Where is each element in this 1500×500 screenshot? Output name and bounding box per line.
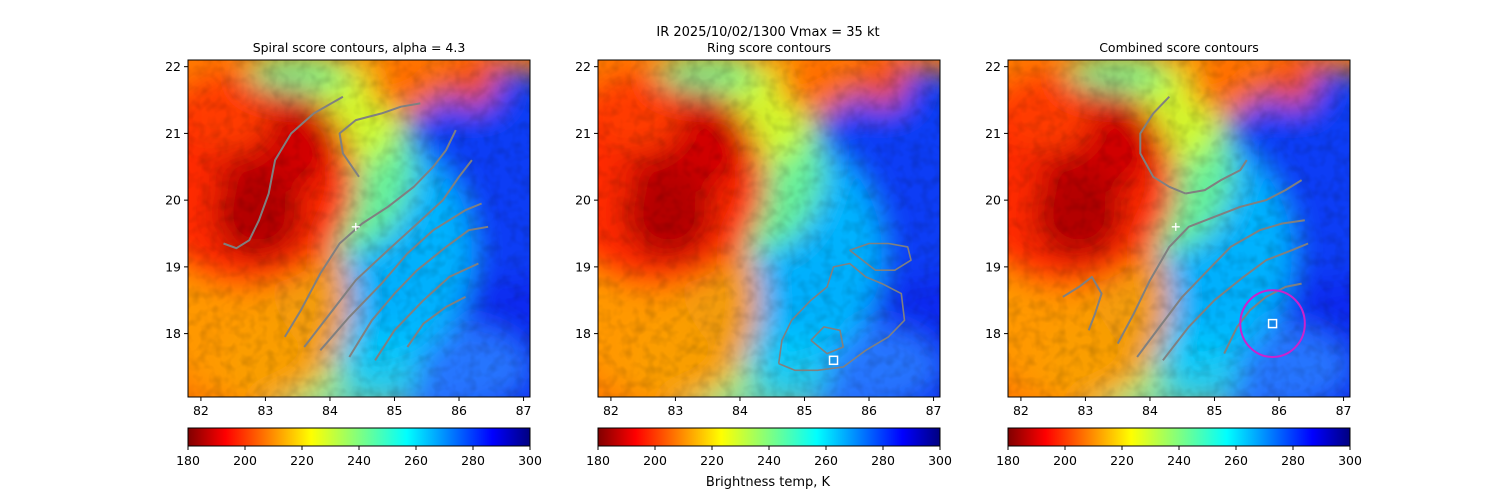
x-tick-label: 83 — [667, 403, 683, 418]
contour-line — [319, 202, 482, 351]
y-tick-label: 21 — [985, 126, 1001, 141]
x-tick-label: 87 — [926, 403, 942, 418]
colorbar-tick-label: 220 — [290, 453, 314, 468]
colorbar-tick-label: 180 — [176, 453, 200, 468]
colorbar-tick-label: 240 — [1167, 453, 1191, 468]
contour-line — [1062, 275, 1103, 331]
panel-combined: Combined score contours 82 83 84 85 86 87 18 19 2… — [985, 40, 1362, 468]
colorbar-tick-label: 200 — [643, 453, 667, 468]
contour-line — [1185, 159, 1248, 195]
ir-image-spiral — [188, 60, 530, 397]
x-tick-label: 85 — [797, 403, 813, 418]
x-tick-label: 82 — [193, 403, 209, 418]
y-tick-label: 22 — [165, 59, 181, 74]
contour-line — [223, 95, 344, 250]
colorbar-combined: 180 200 220 240 260 280 300 — [996, 427, 1362, 468]
contour-line — [374, 262, 479, 361]
ring-circle — [1239, 289, 1306, 358]
y-tick-label: 20 — [575, 193, 591, 208]
contour-line — [1162, 242, 1309, 361]
colorbar-tick-label: 200 — [1053, 453, 1077, 468]
y-tick-label: 22 — [575, 59, 591, 74]
contour-line — [1116, 179, 1303, 345]
colorbar-gradient — [597, 427, 941, 447]
suptitle: IR 2025/10/02/1300 Vmax = 35 kt — [656, 25, 879, 40]
y-tick-label: 18 — [165, 326, 181, 341]
colorbar-tick-label: 180 — [996, 453, 1020, 468]
y-tick-label: 19 — [165, 259, 181, 274]
colorbar-tick-label: 300 — [928, 453, 952, 468]
colorbar-gradient — [1007, 427, 1351, 447]
contour-line — [1139, 96, 1186, 195]
panel-title-combined: Combined score contours — [1099, 40, 1259, 55]
fix-marker — [828, 355, 839, 366]
y-tick-label: 22 — [985, 59, 1001, 74]
x-tick-label: 84 — [732, 403, 748, 418]
panel-title-spiral: Spiral score contours, alpha = 4.3 — [253, 40, 466, 55]
colorbar-tick-label: 280 — [1281, 453, 1305, 468]
colorbar-tick-label: 240 — [347, 453, 371, 468]
y-tick-label: 18 — [985, 326, 1001, 341]
colorbar-tick-label: 220 — [700, 453, 724, 468]
contour-line — [283, 129, 457, 338]
x-tick-label: 85 — [387, 403, 403, 418]
colorbar-tick-label: 300 — [1338, 453, 1362, 468]
colorbar-tick-label: 300 — [518, 453, 542, 468]
contour-line — [810, 326, 844, 355]
colorbar-tick-label: 280 — [461, 453, 485, 468]
colorbar-tick-label: 260 — [814, 453, 838, 468]
axes-frame — [597, 59, 941, 398]
colorbar-gradient — [187, 427, 531, 447]
contour-line — [338, 102, 421, 178]
contour-line — [348, 225, 489, 358]
center-marker — [351, 222, 360, 231]
x-tick-label: 84 — [1142, 403, 1158, 418]
x-tick-label: 86 — [1271, 403, 1287, 418]
colorbar-spiral: 180 200 220 240 260 280 300 — [176, 427, 542, 468]
colorbar-tick-label: 260 — [1224, 453, 1248, 468]
x-tick-label: 83 — [1077, 403, 1093, 418]
colorbar-tick-label: 280 — [871, 453, 895, 468]
axes-frame — [187, 59, 531, 398]
x-tick-label: 87 — [1336, 403, 1352, 418]
colorbar-label: Brightness temp, K — [706, 475, 831, 490]
ir-image-ring — [598, 60, 940, 397]
colorbar-tick-label: 260 — [404, 453, 428, 468]
y-tick-label: 19 — [985, 259, 1001, 274]
x-tick-label: 84 — [322, 403, 338, 418]
colorbar-tick-label: 180 — [586, 453, 610, 468]
contour-line — [1223, 282, 1302, 355]
x-tick-label: 82 — [1013, 403, 1029, 418]
y-tick-label: 21 — [575, 126, 591, 141]
y-tick-label: 20 — [985, 193, 1001, 208]
contour-line — [849, 242, 912, 271]
contour-line — [303, 159, 473, 348]
axes-frame — [1007, 59, 1351, 398]
y-tick-label: 18 — [575, 326, 591, 341]
x-tick-label: 82 — [603, 403, 619, 418]
x-tick-label: 86 — [451, 403, 467, 418]
colorbar-tick-label: 200 — [233, 453, 257, 468]
fix-marker — [1267, 318, 1278, 329]
panel-spiral: Spiral score contours, alpha = 4.3 82 83 84… — [165, 40, 542, 468]
x-tick-label: 86 — [861, 403, 877, 418]
y-tick-label: 21 — [165, 126, 181, 141]
center-marker — [1171, 222, 1180, 231]
colorbar-tick-label: 220 — [1110, 453, 1134, 468]
colorbar-ring: 180 200 220 240 260 280 300 — [586, 427, 952, 468]
contour-line — [777, 262, 906, 372]
panel-ring: Ring score contours 82 83 84 85 86 87 18 19 20 21 2… — [575, 40, 952, 468]
y-tick-label: 19 — [575, 259, 591, 274]
panel-title-ring: Ring score contours — [707, 40, 831, 55]
x-tick-label: 85 — [1207, 403, 1223, 418]
colorbar-tick-label: 240 — [757, 453, 781, 468]
x-tick-label: 83 — [257, 403, 273, 418]
x-tick-label: 87 — [516, 403, 532, 418]
ir-image-combined — [1008, 60, 1350, 397]
y-tick-label: 20 — [165, 193, 181, 208]
contour-line — [1136, 219, 1305, 358]
contour-line — [406, 296, 466, 348]
